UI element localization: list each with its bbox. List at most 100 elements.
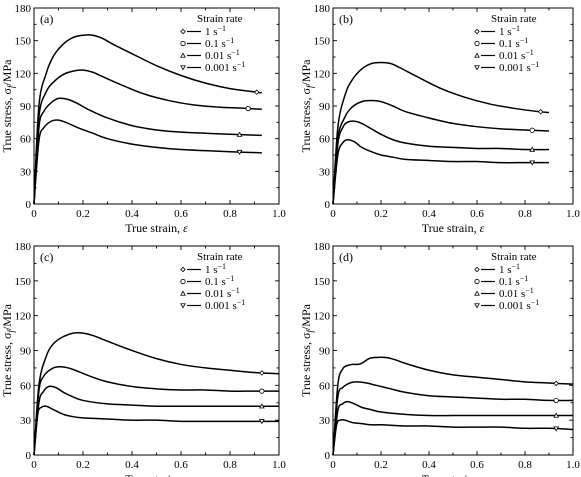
legend-label: 0.01 s−1: [205, 48, 240, 62]
series-marker-circle: [553, 397, 559, 404]
series-marker-triangle-down: [258, 419, 265, 425]
legend-label: 1 s−1: [205, 262, 226, 276]
legend-marker-triangle-up: [474, 52, 480, 58]
x-tick-label: 0.8: [223, 459, 237, 471]
y-axis-title: True stress, σf/MPa: [299, 303, 315, 397]
x-tick-label: 0.2: [374, 459, 388, 471]
y-tick-label: 0: [26, 450, 32, 462]
legend-label: 0.001 s−1: [205, 60, 245, 74]
series-marker-diamond: [553, 380, 559, 387]
series-line-triangle-up: [332, 120, 550, 205]
x-axis-title: True strain, ε: [125, 221, 188, 235]
legend-marker-diamond: [474, 266, 480, 273]
chart-panel-b: 0 0.2 0.4 0.6 0.8 1.0 0 30 60 90 120 150 180 True str…: [299, 3, 580, 235]
legend-marker-triangle-up: [474, 290, 480, 296]
panel-label: (c): [40, 250, 53, 264]
y-tick-label: 90: [319, 346, 331, 358]
series-marker-circle: [529, 127, 535, 133]
y-tick-label: 150: [314, 36, 331, 48]
series-line-diamond: [332, 61, 550, 205]
legend-marker-diamond: [180, 266, 186, 273]
legend-marker-triangle-down: [180, 303, 186, 309]
x-tick-label: 0: [330, 208, 336, 220]
x-tick-label: 0.4: [125, 208, 139, 220]
x-tick-label: 0: [31, 208, 37, 220]
chart-panel-d: 0 0.2 0.4 0.6 0.8 1.0 0 30 60 90 120 150 180 True str…: [299, 241, 580, 477]
y-tick-label: 30: [20, 166, 32, 178]
series-line-triangle-up: [33, 385, 279, 456]
legend-marker-diamond: [474, 28, 480, 35]
y-tick-label: 150: [15, 276, 32, 288]
legend-title: Strain rate: [197, 13, 243, 25]
x-tick-label: 0.6: [470, 459, 484, 471]
panel-label: (d): [339, 250, 353, 264]
y-tick-label: 90: [20, 346, 32, 358]
legend-label: 0.01 s−1: [499, 48, 534, 62]
legend-title: Strain rate: [491, 251, 537, 263]
series-line-circle: [332, 381, 574, 456]
x-axis-title: True strain, ε: [422, 221, 485, 235]
series-marker-circle: [259, 388, 265, 394]
legend-label: 0.1 s−1: [205, 36, 234, 50]
panel-label: (b): [339, 12, 353, 26]
y-tick-label: 60: [319, 380, 331, 392]
legend-marker-circle: [474, 278, 480, 285]
plot-frame: [33, 7, 280, 205]
series-marker-diamond: [253, 89, 260, 95]
legend-label: 0.01 s−1: [205, 286, 240, 300]
series-marker-triangle-up: [236, 131, 243, 137]
legend-marker-circle: [474, 40, 480, 47]
series-marker-triangle-down: [553, 426, 560, 432]
y-tick-label: 60: [20, 380, 32, 392]
legend-marker-triangle-down: [180, 65, 186, 71]
y-axis-title: True stress, σf/MPa: [299, 59, 315, 153]
legend-label: 1 s−1: [205, 24, 226, 38]
legend-title: Strain rate: [197, 251, 243, 263]
y-axis-title: True stress, σf/MPa: [0, 59, 16, 153]
y-tick-label: 90: [319, 101, 331, 113]
x-tick-label: 0.6: [174, 459, 188, 471]
plot-frame: [332, 245, 574, 456]
series-line-triangle-up: [33, 97, 262, 205]
legend-marker-circle: [180, 40, 186, 47]
y-axis-title: True stress, σf/MPa: [0, 303, 16, 397]
y-tick-label: 120: [15, 311, 32, 323]
y-tick-label: 150: [314, 276, 331, 288]
x-axis-title: True strain, ε: [422, 472, 485, 477]
y-tick-label: 180: [314, 3, 331, 15]
series-line-circle: [33, 365, 279, 456]
series-line-circle: [33, 69, 262, 205]
series-marker-diamond: [537, 109, 544, 115]
legend-marker-triangle-up: [180, 52, 186, 58]
legend-label: 0.01 s−1: [499, 286, 534, 300]
legend-label: 0.1 s−1: [499, 274, 528, 288]
legend-label: 0.001 s−1: [205, 298, 245, 312]
legend-title: Strain rate: [491, 13, 537, 25]
series-line-triangle-down: [33, 119, 262, 205]
legend-marker-triangle-up: [180, 290, 186, 296]
series-line-circle: [332, 99, 550, 205]
y-tick-label: 0: [325, 199, 331, 211]
series-line-diamond: [33, 34, 262, 205]
x-tick-label: 1.0: [566, 208, 580, 220]
x-tick-label: 0.6: [470, 208, 484, 220]
legend-label: 1 s−1: [499, 262, 520, 276]
y-tick-label: 180: [15, 3, 32, 15]
series-marker-triangle-down: [236, 149, 243, 156]
series-marker-diamond: [259, 370, 265, 376]
y-tick-label: 120: [15, 68, 32, 80]
x-tick-label: 0.4: [422, 208, 436, 220]
x-tick-label: 0.8: [518, 459, 532, 471]
x-tick-label: 0.2: [76, 459, 90, 471]
x-tick-label: 1.0: [272, 459, 286, 471]
legend-marker-circle: [180, 278, 186, 285]
panel-label: (a): [40, 12, 53, 26]
plot-frame: [33, 245, 280, 456]
y-tick-label: 180: [314, 241, 331, 253]
series-marker-triangle-up: [258, 403, 265, 409]
series-line-triangle-up: [332, 400, 573, 456]
legend-label: 0.1 s−1: [499, 36, 528, 50]
x-tick-label: 1.0: [272, 208, 286, 220]
y-tick-label: 90: [20, 101, 32, 113]
